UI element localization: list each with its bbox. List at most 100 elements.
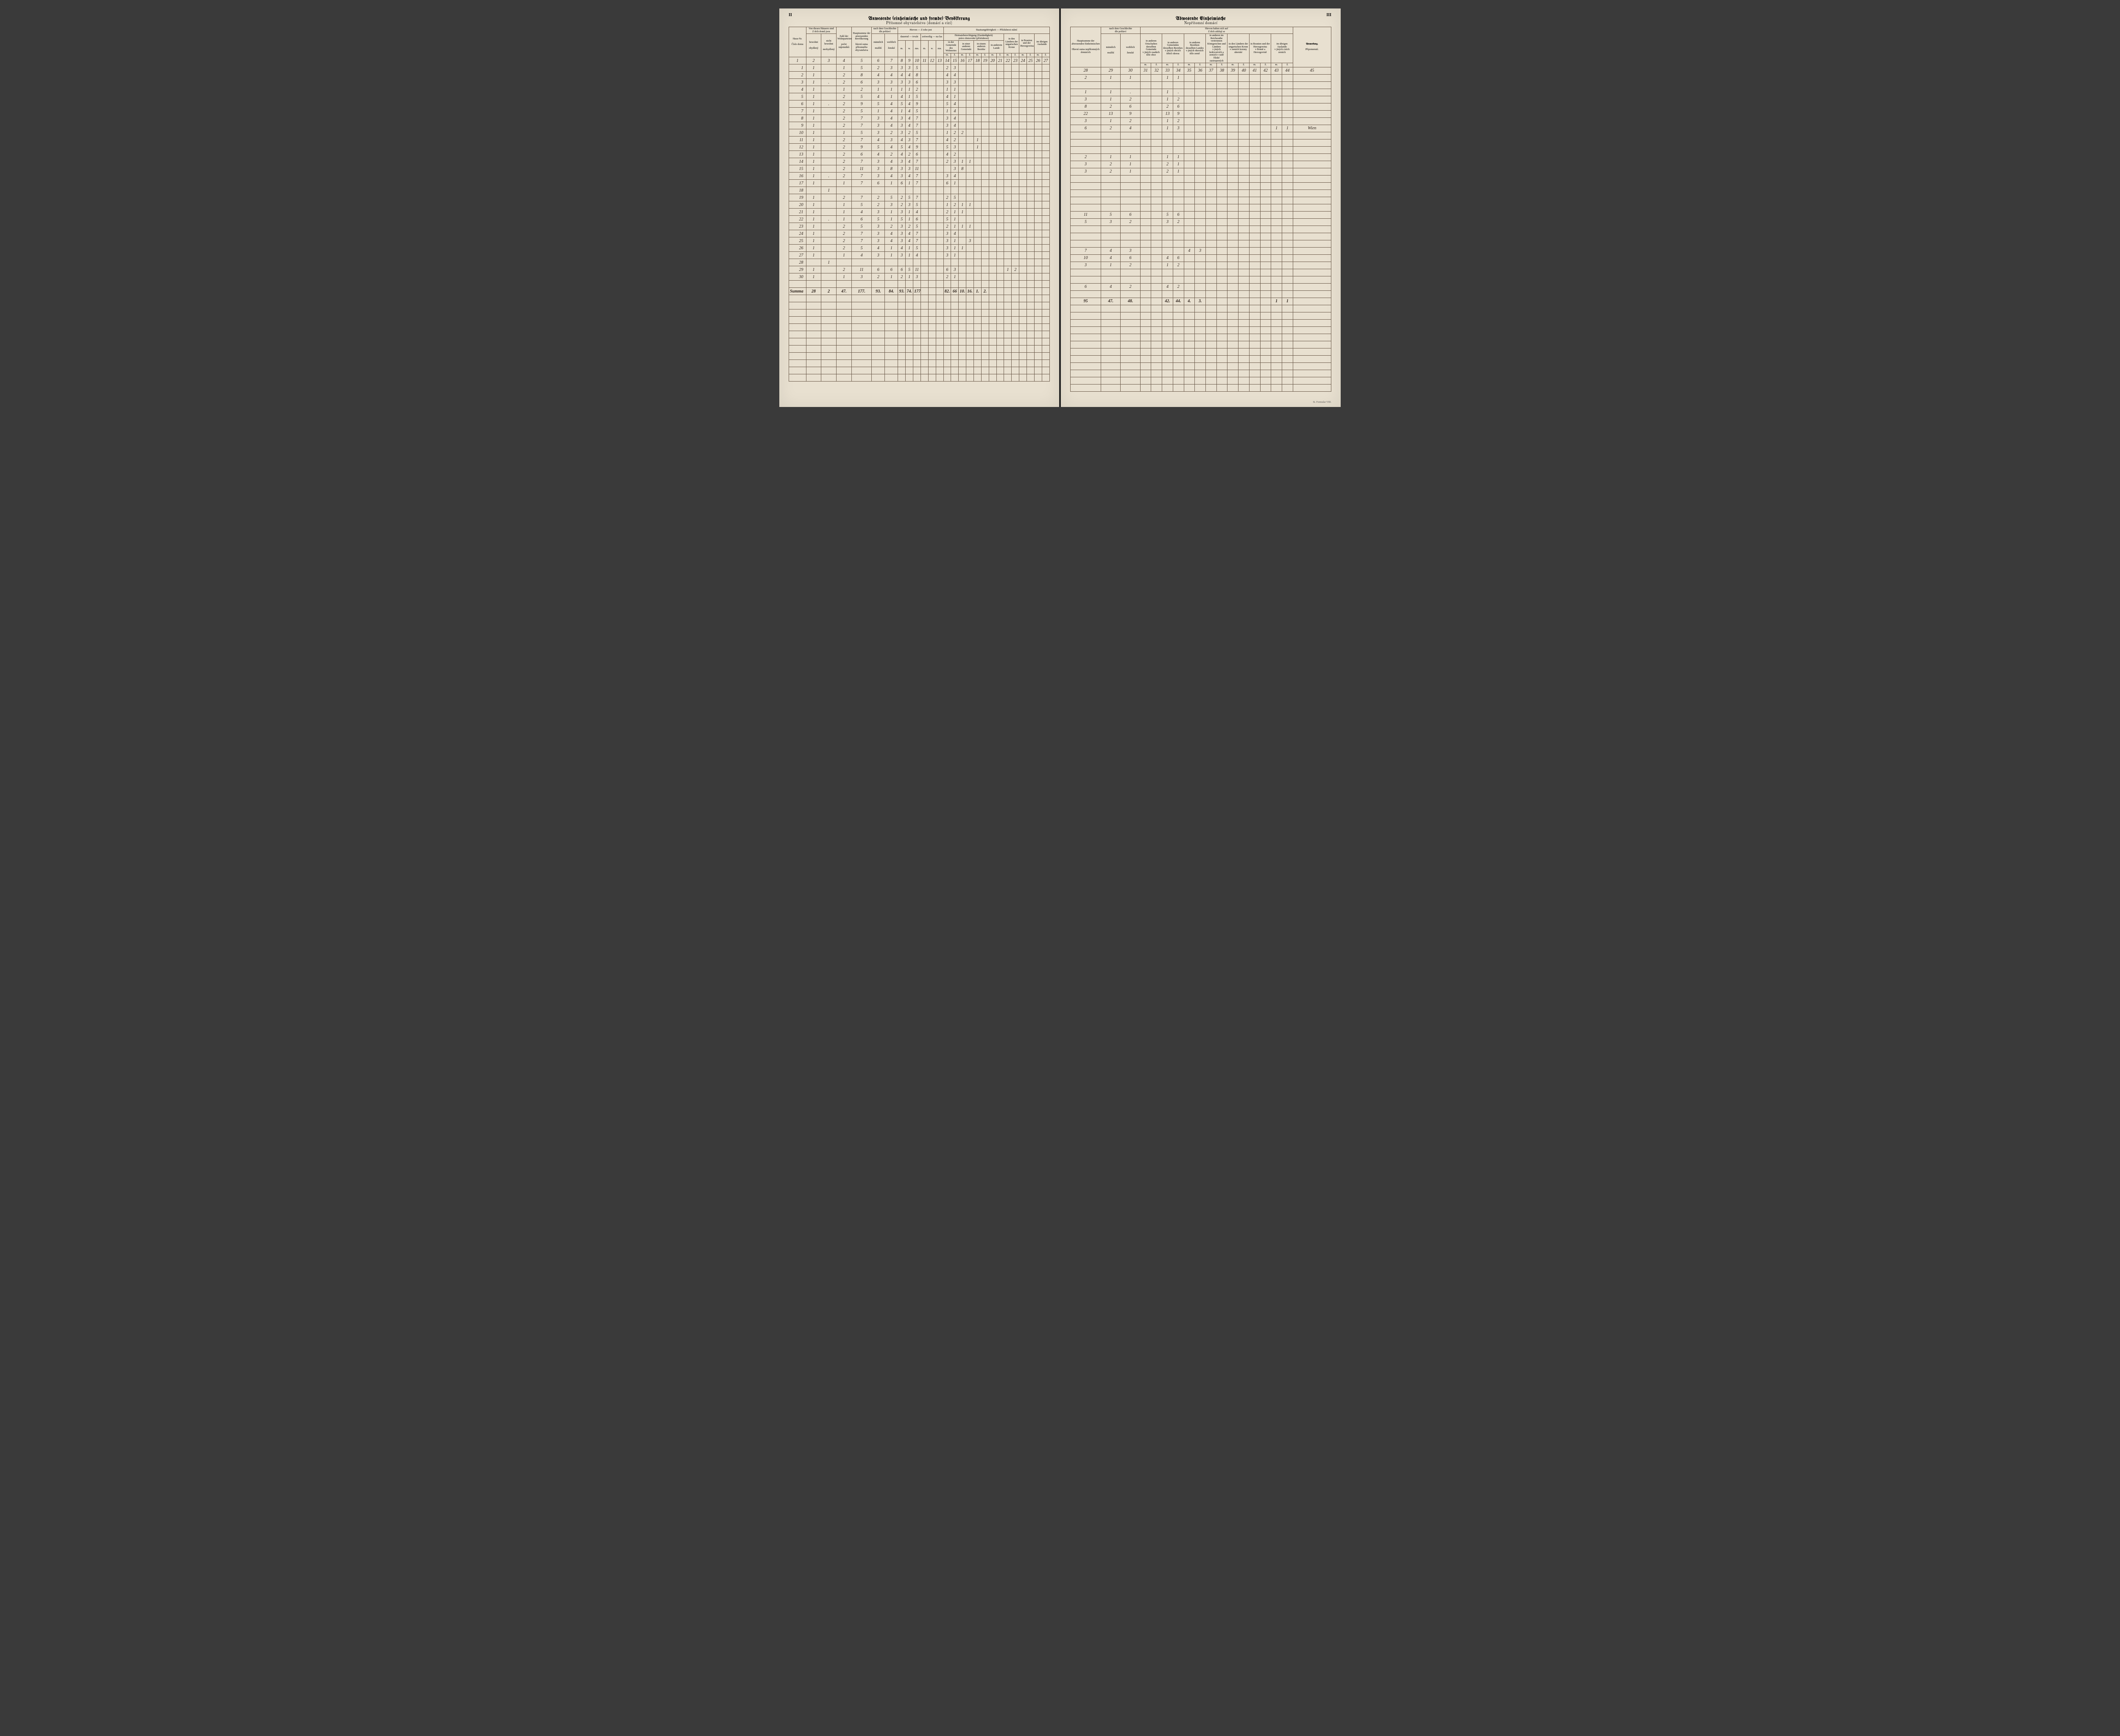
page-number-right: III <box>1326 13 1331 17</box>
table-row <box>1071 139 1331 146</box>
col-hauptsumme: Hauptsumme der anwesenden Bevölkerunghla… <box>851 27 872 57</box>
table-row <box>1071 233 1331 240</box>
table-row: 181 <box>789 187 1050 194</box>
table-row: 301132121321 <box>789 273 1050 281</box>
table-row: 51254141541 <box>789 93 1050 100</box>
col-anderem-bez: in einem anderen Bezirke <box>974 41 989 53</box>
col-andgem: in anderen Gemeinden desselben Bezirkesv… <box>1162 34 1184 63</box>
col-ungar: in den Ländern der ungarischen Krone <box>1004 34 1019 53</box>
table-row: 131264242642 <box>789 151 1050 158</box>
col-bosnien: in Bosnien und der Herzegowina <box>1019 34 1035 53</box>
table-row <box>1071 132 1331 139</box>
right-page: III Abwesende Einheimische Nepřítomní do… <box>1061 8 1341 407</box>
table-row <box>1071 240 1331 247</box>
right-table-body: 2111111.1.312128262622139139312126241311… <box>1071 74 1331 391</box>
table-row: 104646 <box>1071 254 1331 262</box>
col-weiblich: weiblichženské <box>885 34 898 57</box>
right-title-main: Abwesende Einheimische <box>1070 16 1331 21</box>
table-row: 281 <box>789 259 1050 266</box>
table-row: 31212 <box>1071 96 1331 103</box>
table-row: 115656 <box>1071 211 1331 218</box>
table-row: 53232 <box>1071 218 1331 226</box>
table-row: 171176161761 <box>789 180 1050 187</box>
table-row <box>1071 175 1331 182</box>
col-andbez: in anderen Bezirken desselben Landesv ji… <box>1184 34 1205 63</box>
page-spread: II Anwesende (einheimische und fremde) B… <box>779 8 1341 407</box>
col-geschlecht: nach dem Geschlechtedle pohlaví <box>872 27 898 34</box>
col-staatsang: Staatsangehörigkeit — Příslušnost státní <box>943 27 1049 34</box>
col-ausland-r: im übrigen Auslandev jiných cizích zemíc… <box>1271 34 1293 63</box>
col-nichtbewohnt: nicht bewohntneobydlený <box>821 34 837 57</box>
col-ausland: im übrigen Auslande <box>1034 34 1049 53</box>
table-row: 32121 <box>1071 161 1331 168</box>
table-row: 1212954549531 <box>789 144 1050 151</box>
table-row <box>1071 197 1331 204</box>
table-row <box>1071 81 1331 89</box>
table-row: 14127343472311 <box>789 158 1050 165</box>
summa-row: 9547.48.42.44.4.3.11 <box>1071 298 1331 305</box>
table-row: 64242 <box>1071 283 1331 290</box>
col-andreich: in anderen im Reichsrathe vertretenen Kö… <box>1205 34 1227 63</box>
table-row: 91273434734 <box>789 122 1050 129</box>
table-row: 6241311Wien <box>1071 125 1331 132</box>
table-row: 221.165151651 <box>789 216 1050 223</box>
table-row: 20115232351211 <box>789 201 1050 209</box>
left-title-main: Anwesende (einheimische und fremde) Bevö… <box>789 16 1050 21</box>
table-row: 82626 <box>1071 103 1331 110</box>
col-andort: in anderen Ortschaften derselben Gemeind… <box>1140 34 1162 63</box>
col-hievon-r: Hievon halten sich aufZ těch zdržují se <box>1140 27 1293 34</box>
table-row: 2111431314211 <box>789 209 1050 216</box>
col-bosnien-r: in Bosnien und der Herzegowinav Bosně a … <box>1249 34 1271 63</box>
col-ungar-r: in den Ländern der ungarischen Kronev ze… <box>1227 34 1249 63</box>
col-zeitweilig: zeitweilig — na čas <box>921 34 943 41</box>
col-hausnr: Haus-Nr.Číslo domu <box>789 27 806 57</box>
table-row: 31212 <box>1071 262 1331 269</box>
table-row: 11152333523 <box>789 64 1050 72</box>
table-row: 241273434734 <box>789 230 1050 237</box>
col-dauernd: dauernd — trvale <box>898 34 921 41</box>
table-row: 2612541415311 <box>789 245 1050 252</box>
table-row: 21284444844 <box>789 72 1050 79</box>
table-row: 23125323252111 <box>789 223 1050 230</box>
table-row: 41121111211 <box>789 86 1050 93</box>
table-row <box>1071 269 1331 276</box>
table-row: 271143131431 <box>789 252 1050 259</box>
table-row: 11.1. <box>1071 89 1331 96</box>
col-heimat: Heimatsberechtigung (Zuständigkeit)právo… <box>943 34 1004 41</box>
col-anderem-ort: in einer anderen Gemeinde <box>959 41 974 53</box>
col-hievon: Hievon — Z toho jest <box>898 27 943 34</box>
table-row <box>1071 204 1331 211</box>
table-row: 2512734347313 <box>789 237 1050 245</box>
table-row: 2912116665116312 <box>789 266 1050 273</box>
table-row: 1011532325122 <box>789 129 1050 137</box>
left-table-body: 111523335232128444484431.263333633411211… <box>789 64 1050 382</box>
right-table-head: Hauptsumme der abwesenden EinheimischenH… <box>1071 27 1331 75</box>
table-row: 31.263333633 <box>789 79 1050 86</box>
col-anderem-land: in anderem Lande <box>989 41 1004 53</box>
left-colnum-row: 1234567891011121314151617181920212223242… <box>789 57 1050 64</box>
left-page: II Anwesende (einheimische und fremde) B… <box>779 8 1059 407</box>
left-title-sub: Přítomné obyvatelstvo (domácí a cizí) <box>789 21 1050 26</box>
col-anmerkung: Anmerkung.Připomenutí. <box>1293 27 1331 67</box>
table-row: 21111 <box>1071 74 1331 81</box>
col-vondiesen: Von diesen Häusern sindZ těch domů jsou <box>806 27 837 34</box>
col-hauptsumme-r: Hauptsumme der abwesenden EinheimischenH… <box>1071 27 1101 67</box>
table-row <box>1071 146 1331 153</box>
table-row: 161.273434734 <box>789 173 1050 180</box>
table-row: 1112743437421 <box>789 137 1050 144</box>
table-row <box>1071 182 1331 189</box>
left-table-head: Haus-Nr.Číslo domu Von diesen Häusern si… <box>789 27 1050 64</box>
footer-note: St. Formular VIII. <box>1313 401 1331 404</box>
table-row: 61.295454954 <box>789 100 1050 108</box>
table-row: 22139139 <box>1071 110 1331 117</box>
table-row: 74343 <box>1071 247 1331 254</box>
left-ledger-table: Haus-Nr.Číslo domu Von diesen Häusern si… <box>789 27 1050 382</box>
table-row <box>1071 226 1331 233</box>
col-mannlich: männlichmužští <box>872 34 885 57</box>
right-title-block: Abwesende Einheimische Nepřítomní domácí <box>1070 16 1331 26</box>
table-row: 191272525725 <box>789 194 1050 201</box>
right-colnum-row: 282930313233343536373839404142434445 <box>1071 67 1331 74</box>
table-row <box>1071 276 1331 283</box>
col-mannlich-r: männlichmužští <box>1101 34 1121 67</box>
table-row: 15121138331138 <box>789 165 1050 173</box>
